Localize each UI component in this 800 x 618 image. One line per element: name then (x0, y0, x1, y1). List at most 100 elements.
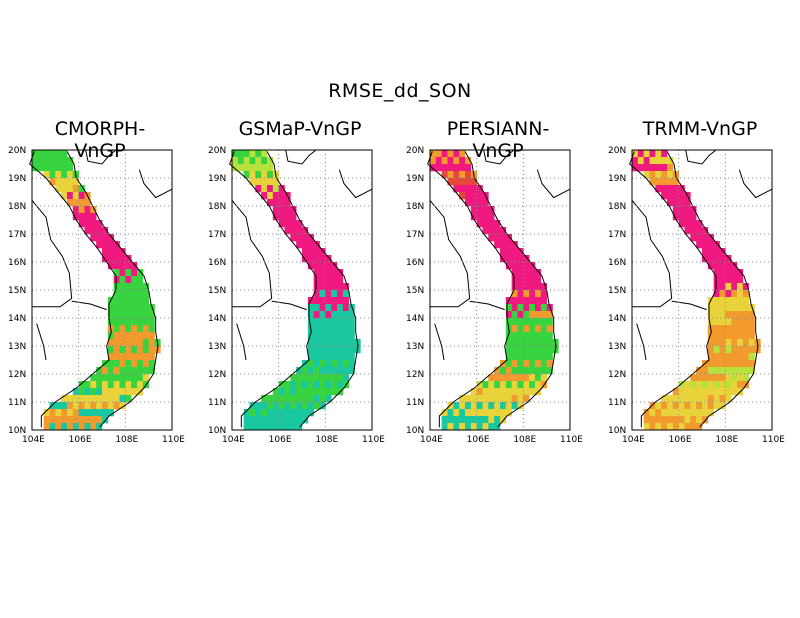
grid-cell (696, 423, 703, 431)
grid-cell (517, 395, 524, 403)
grid-cell (325, 255, 332, 263)
grid-cell (113, 381, 120, 389)
grid-cell (137, 318, 144, 326)
grid-cell (488, 395, 495, 403)
grid-cell (529, 332, 536, 340)
grid-cell (435, 150, 442, 158)
grid-cell (453, 171, 460, 179)
grid-cell (237, 157, 244, 165)
grid-cell (529, 290, 536, 298)
grid-cell (342, 367, 349, 375)
grid-cell (511, 332, 518, 340)
grid-cell (90, 402, 97, 410)
grid-cell (476, 185, 483, 193)
grid-cell (702, 367, 709, 375)
grid-cell (702, 374, 709, 382)
x-tick-label: 108E (715, 435, 738, 445)
grid-cell (61, 402, 68, 410)
grid-cell (702, 388, 709, 396)
grid-cell (249, 423, 256, 431)
grid-cell (535, 346, 542, 354)
grid-cell (342, 297, 349, 305)
grid-cell (296, 395, 303, 403)
grid-cell (90, 220, 97, 228)
grid-cell (505, 360, 512, 368)
grid-cell (719, 360, 726, 368)
grid-cell (49, 164, 56, 172)
grid-cell (61, 164, 68, 172)
grid-cell (325, 346, 332, 354)
grid-cell (119, 248, 126, 256)
grid-cell (96, 234, 103, 242)
y-tick-label: 14N (208, 314, 226, 324)
grid-cell (296, 374, 303, 382)
grid-cell (131, 360, 138, 368)
grid-cell (678, 206, 685, 214)
grid-cell (319, 269, 326, 277)
grid-cell (49, 416, 56, 424)
grid-cell (511, 360, 518, 368)
grid-cell (523, 339, 530, 347)
grid-cell (453, 164, 460, 172)
grid-cell (302, 255, 309, 263)
grid-cell (672, 206, 679, 214)
grid-cell (465, 402, 472, 410)
grid-cell (313, 325, 320, 333)
grid-cell (125, 360, 132, 368)
grid-cell (102, 248, 109, 256)
grid-cell (119, 332, 126, 340)
grid-cell (102, 374, 109, 382)
grid-cell (137, 360, 144, 368)
grid-cell (517, 283, 524, 291)
grid-cell (272, 178, 279, 186)
grid-cell (737, 332, 744, 340)
grid-cell (232, 150, 239, 158)
grid-cell (313, 381, 320, 389)
grid-cell (678, 402, 685, 410)
grid-cell (261, 157, 268, 165)
grid-cell (96, 402, 103, 410)
grid-cell (713, 297, 720, 305)
grid-cell (517, 360, 524, 368)
grid-cell (488, 234, 495, 242)
grid-cell (249, 178, 256, 186)
grid-cell (313, 304, 320, 312)
grid-cell (243, 409, 250, 417)
grid-cell (505, 353, 512, 361)
grid-cell (690, 220, 697, 228)
grid-cell (540, 283, 547, 291)
grid-cell (500, 381, 507, 389)
grid-cell (713, 248, 720, 256)
grid-cell (290, 213, 297, 221)
grid-cell (672, 199, 679, 207)
rmse-map: 10N 11N 12N 13N 14N 15N 16N 17N 18N 19N 20N 104E 106… (8, 146, 185, 445)
grid-cell (523, 360, 530, 368)
grid-cell (43, 150, 50, 158)
grid-cell (55, 185, 62, 193)
grid-cell (278, 409, 285, 417)
grid-cell (459, 423, 466, 431)
grid-cell (107, 332, 114, 340)
y-tick-label: 13N (208, 342, 226, 352)
grid-cell (494, 402, 501, 410)
grid-cell (713, 402, 720, 410)
grid-cell (284, 381, 291, 389)
grid-cell (517, 374, 524, 382)
grid-cell (342, 346, 349, 354)
y-tick-label: 18N (406, 202, 424, 212)
grid-cell (255, 423, 262, 431)
grid-cell (278, 423, 285, 431)
grid-cell (319, 346, 326, 354)
grid-cell (125, 395, 132, 403)
grid-cell (319, 283, 326, 291)
grid-cell (713, 311, 720, 319)
grid-cell (430, 164, 437, 172)
grid-cell (655, 150, 662, 158)
grid-cell (529, 388, 536, 396)
grid-cell (690, 395, 697, 403)
grid-cell (737, 360, 744, 368)
grid-cell (337, 360, 344, 368)
x-tick-label: 104E (22, 435, 45, 445)
grid-cell (84, 199, 91, 207)
grid-cell (49, 171, 56, 179)
